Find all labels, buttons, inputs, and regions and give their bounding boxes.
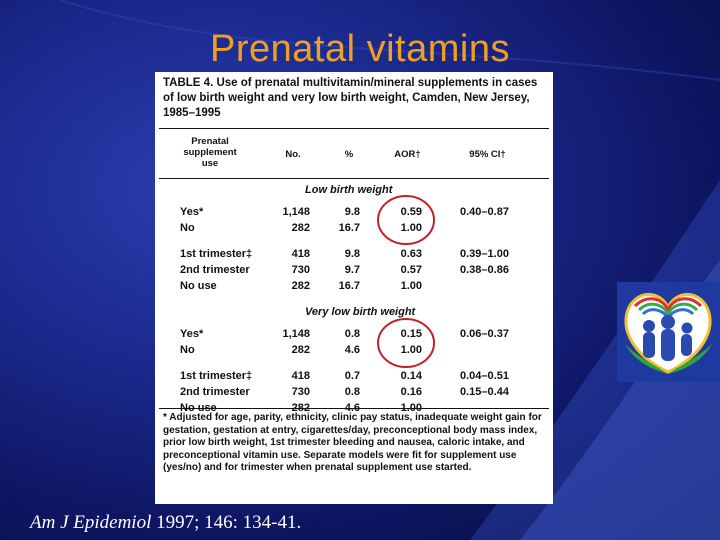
cell-number: 418 xyxy=(291,370,310,382)
cell-aor: 1.00 xyxy=(400,344,422,356)
cell-number: 282 xyxy=(291,344,310,356)
cell-aor: 0.59 xyxy=(400,206,422,218)
cell-number: 282 xyxy=(291,222,310,234)
cell-aor: 1.00 xyxy=(400,280,422,292)
table-row: 1st trimester‡ 418 9.8 0.63 0.39–1.00 xyxy=(155,248,553,262)
cell-number: 1,148 xyxy=(282,206,310,218)
header-aor: AOR† xyxy=(394,149,421,160)
cell-ci: 0.38–0.86 xyxy=(460,264,509,276)
cell-ci: 0.40–0.87 xyxy=(460,206,509,218)
cell-percent: 9.7 xyxy=(344,264,360,276)
table-row: Yes* 1,148 9.8 0.59 0.40–0.87 xyxy=(155,206,553,220)
table-caption-text: Use of prenatal multivitamin/mineral sup… xyxy=(163,77,538,119)
cell-percent: 0.7 xyxy=(344,370,360,382)
table-rule xyxy=(159,408,549,409)
citation: Am J Epidemiol 1997; 146: 134-41. xyxy=(30,512,301,534)
cell-percent: 9.8 xyxy=(344,206,360,218)
cell-aor: 1.00 xyxy=(400,222,422,234)
slide-title: Prenatal vitamins xyxy=(210,28,510,70)
cell-label: No xyxy=(180,222,195,234)
cell-percent: 16.7 xyxy=(338,280,360,292)
cell-label: Yes* xyxy=(180,206,204,218)
cell-number: 418 xyxy=(291,248,310,260)
table-caption: TABLE 4. Use of prenatal multivitamin/mi… xyxy=(163,76,543,121)
table-footnote: * Adjusted for age, parity, ethnicity, c… xyxy=(163,412,542,473)
table-row: No 282 4.6 1.00 xyxy=(155,344,553,358)
cell-ci: 0.39–1.00 xyxy=(460,248,509,260)
cell-number: 1,148 xyxy=(282,328,310,340)
cell-percent: 4.6 xyxy=(344,344,360,356)
header-label-line: use xyxy=(201,158,219,169)
table-image: TABLE 4. Use of prenatal multivitamin/mi… xyxy=(155,72,553,504)
table-rule xyxy=(159,178,549,179)
family-heart-logo-icon xyxy=(617,282,720,382)
section-heading: Low birth weight xyxy=(305,184,393,196)
cell-ci: 0.04–0.51 xyxy=(460,370,509,382)
table-row: 2nd trimester 730 0.8 0.16 0.15–0.44 xyxy=(155,386,553,400)
cell-percent: 0.8 xyxy=(344,328,360,340)
cell-label: 1st trimester‡ xyxy=(180,248,253,260)
cell-ci: 0.06–0.37 xyxy=(460,328,509,340)
header-number: No. xyxy=(285,149,301,160)
cell-number: 730 xyxy=(291,386,310,398)
citation-journal: Am J Epidemiol xyxy=(30,512,152,533)
cell-label: Yes* xyxy=(180,328,204,340)
cell-aor: 0.14 xyxy=(400,370,422,382)
cell-label: 2nd trimester xyxy=(180,386,250,398)
table-rule xyxy=(159,128,549,129)
table-caption-label: TABLE 4. xyxy=(163,77,214,89)
header-ci: 95% CI† xyxy=(469,149,506,160)
table-row: No 282 16.7 1.00 xyxy=(155,222,553,236)
cell-percent: 9.8 xyxy=(344,248,360,260)
cell-ci: 0.15–0.44 xyxy=(460,386,509,398)
header-label-line: supplement xyxy=(183,147,237,158)
cell-label: 1st trimester‡ xyxy=(180,370,253,382)
header-percent: % xyxy=(344,149,354,160)
table-row: 1st trimester‡ 418 0.7 0.14 0.04–0.51 xyxy=(155,370,553,384)
cell-percent: 16.7 xyxy=(338,222,360,234)
cell-number: 730 xyxy=(291,264,310,276)
cell-label: No xyxy=(180,344,195,356)
table-row: 2nd trimester 730 9.7 0.57 0.38–0.86 xyxy=(155,264,553,278)
cell-aor: 0.57 xyxy=(400,264,422,276)
cell-label: No use xyxy=(180,280,217,292)
header-label: Prenatal supplement use xyxy=(165,136,255,169)
cell-aor: 0.63 xyxy=(400,248,422,260)
cell-label: 2nd trimester xyxy=(180,264,250,276)
section-heading: Very low birth weight xyxy=(305,306,416,318)
cell-aor: 0.16 xyxy=(400,386,422,398)
cell-percent: 0.8 xyxy=(344,386,360,398)
cell-number: 282 xyxy=(291,280,310,292)
header-label-line: Prenatal xyxy=(191,136,229,147)
cell-aor: 0.15 xyxy=(400,328,422,340)
table-row: Yes* 1,148 0.8 0.15 0.06–0.37 xyxy=(155,328,553,342)
citation-details: 1997; 146: 134-41. xyxy=(151,512,302,533)
table-row: No use 282 16.7 1.00 xyxy=(155,280,553,294)
